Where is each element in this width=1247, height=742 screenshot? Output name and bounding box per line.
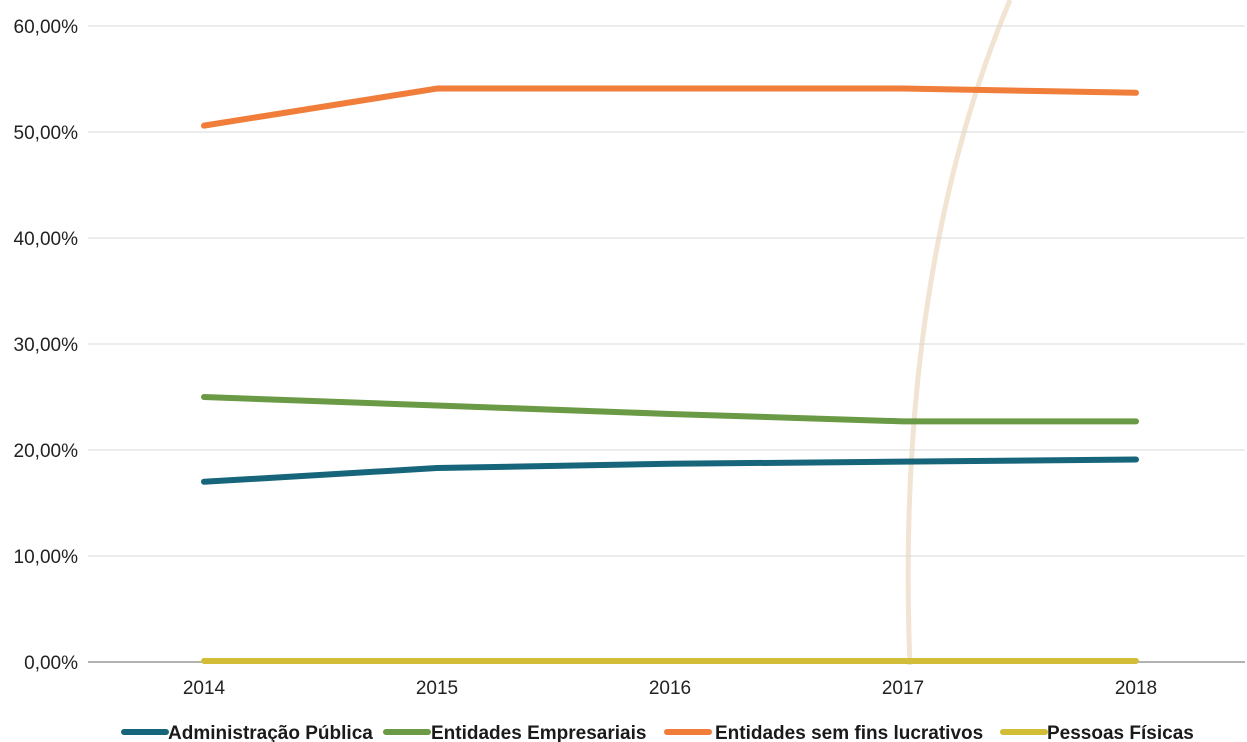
- series-lines: [201, 85, 1139, 664]
- legend-item: Entidades sem fins lucrativos: [664, 723, 983, 742]
- x-tick-label: 2015: [416, 678, 458, 699]
- x-tick-label: 2016: [649, 678, 691, 699]
- y-tick-label: 20,00%: [14, 441, 79, 462]
- legend-item: Administração Pública: [121, 723, 373, 742]
- legend-item: Pessoas Físicas: [1000, 723, 1194, 742]
- legend-label: Pessoas Físicas: [1047, 723, 1194, 742]
- decorative-arc: [905, 0, 1013, 666]
- y-tick-label: 40,00%: [14, 229, 79, 250]
- x-tick-label: 2014: [183, 678, 226, 699]
- x-axis-labels: 2014 2015 2016 2017 2018: [183, 678, 1157, 699]
- x-tick-label: 2018: [1115, 678, 1157, 699]
- y-tick-label: 50,00%: [14, 123, 79, 144]
- y-tick-label: 60,00%: [14, 17, 79, 38]
- x-tick-label: 2017: [882, 678, 924, 699]
- legend: Administração Pública Entidades Empresari…: [121, 723, 1194, 742]
- legend-label: Entidades Empresariais: [431, 723, 646, 742]
- legend-item: Entidades Empresariais: [383, 723, 646, 742]
- y-tick-label: 30,00%: [14, 335, 79, 356]
- y-axis-labels: 0,00% 10,00% 20,00% 30,00% 40,00% 50,00% 60,00…: [14, 17, 79, 674]
- legend-label: Administração Pública: [168, 723, 373, 742]
- series-line-3: [201, 85, 1139, 129]
- y-tick-label: 0,00%: [24, 653, 78, 674]
- series-line-2: [201, 394, 1139, 425]
- legend-label: Entidades sem fins lucrativos: [715, 723, 983, 742]
- series-line-1: [201, 456, 1139, 485]
- gridlines: [88, 25, 1245, 557]
- y-tick-label: 10,00%: [14, 547, 79, 568]
